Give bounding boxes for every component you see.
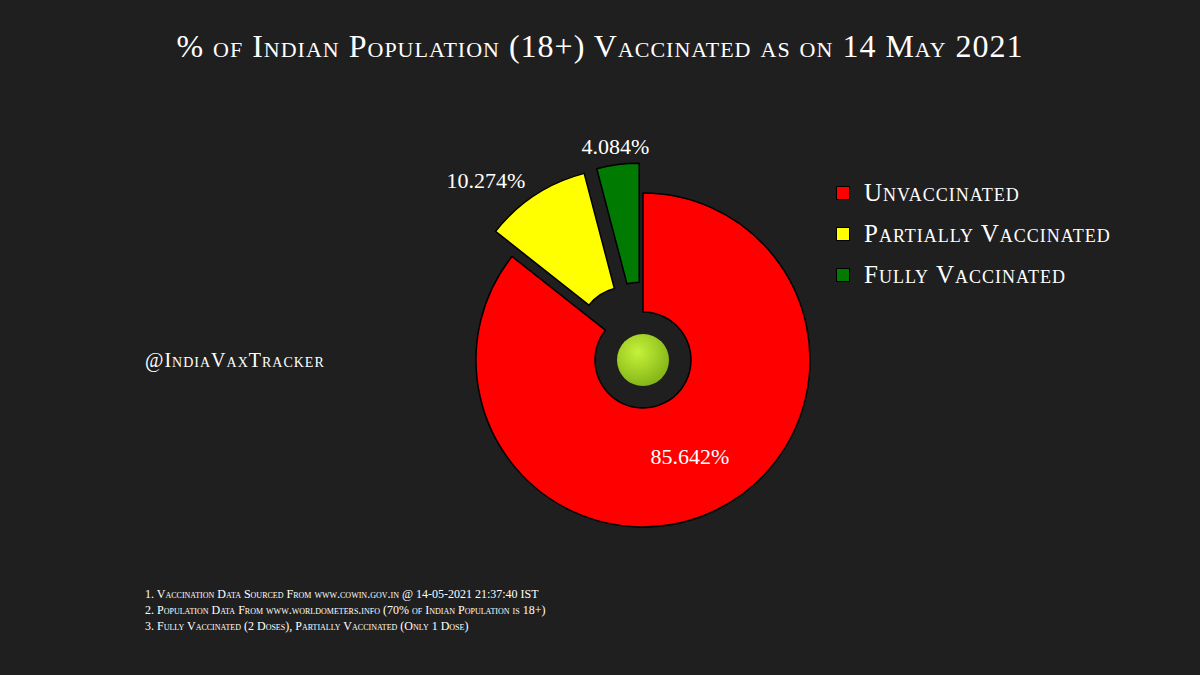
svg-text:10.274%: 10.274%: [446, 168, 525, 193]
html-text:% of Indian Population (18+) V: % of Indian Population (18+) Vaccinated …: [176, 28, 1024, 64]
html-text:Partially Vaccinated: Partially Vaccinated: [864, 219, 1111, 247]
svg-text:85.642%: 85.642%: [650, 444, 729, 469]
html-text:Unvaccinated: Unvaccinated: [864, 178, 1020, 206]
html-text:Fully Vaccinated: Fully Vaccinated: [864, 260, 1066, 288]
html-text:3. Fully Vaccinated (2 Doses),: 3. Fully Vaccinated (2 Doses), Partially…: [145, 619, 469, 633]
html-text:@IndiaVaxTracker: @IndiaVaxTracker: [145, 349, 325, 371]
svg-text:4.084%: 4.084%: [582, 134, 650, 159]
html-text:2. Population Data From www.wo: 2. Population Data From www.worldometers…: [145, 603, 546, 617]
html-text:1. Vaccination Data Sourced Fr: 1. Vaccination Data Sourced From www.cow…: [145, 587, 539, 601]
